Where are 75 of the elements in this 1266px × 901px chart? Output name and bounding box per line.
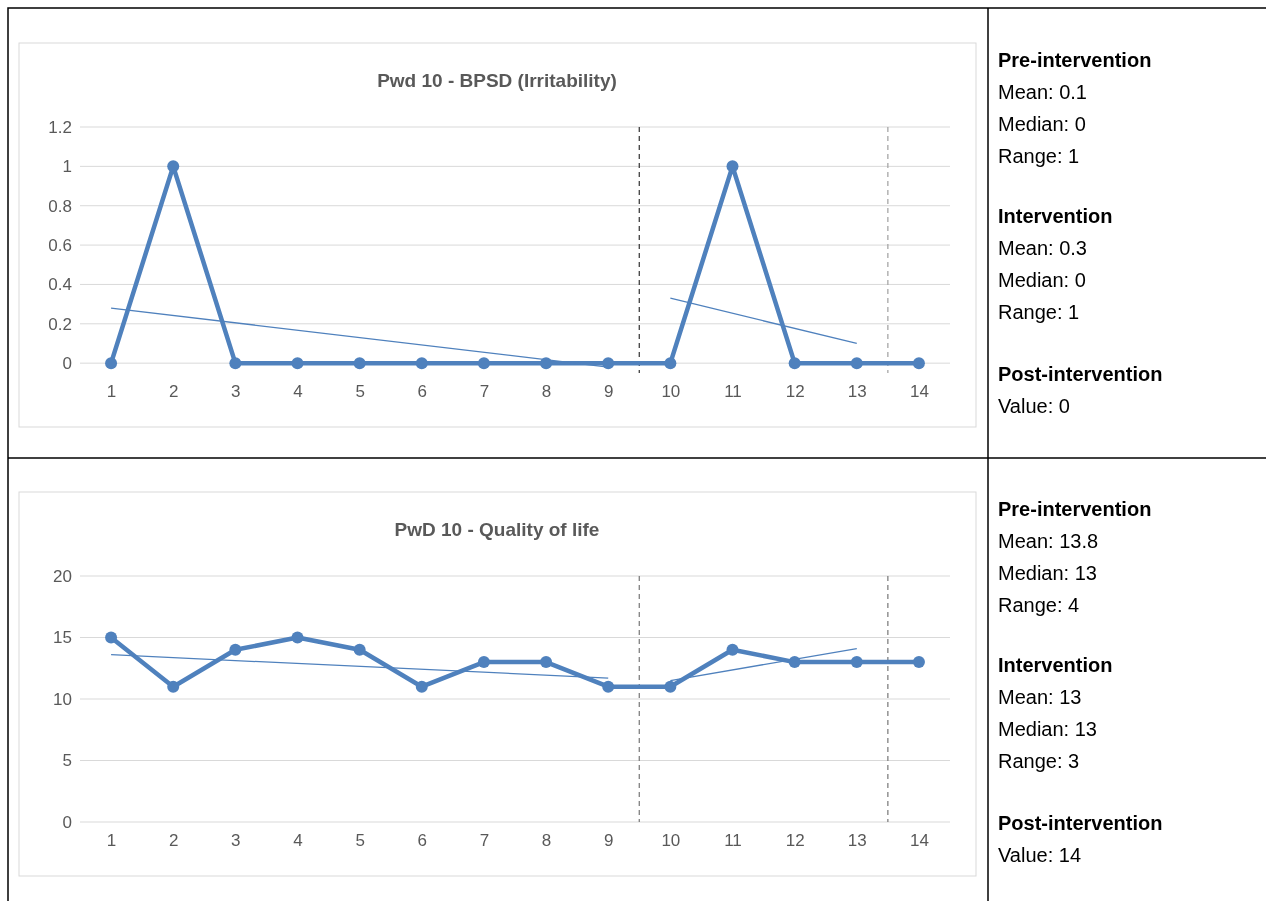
y-tick-label: 20 (53, 566, 72, 586)
x-tick-label: 12 (785, 382, 805, 402)
text: Median: 13 (998, 718, 1097, 740)
text: Post-intervention (998, 812, 1163, 834)
x-tick-label: 3 (231, 382, 241, 402)
text: Mean: 13 (998, 686, 1082, 708)
text: Median: 0 (998, 269, 1086, 291)
x-tick-label: 10 (661, 382, 681, 402)
x-tick-label: 10 (661, 831, 681, 851)
y-tick-label: 0.6 (48, 236, 72, 256)
point (105, 631, 118, 644)
x-tick-label: 14 (909, 382, 929, 402)
x-tick-label: 8 (541, 382, 552, 402)
x-tick-label: 5 (355, 382, 365, 402)
y-tick-label: 0.8 (48, 196, 72, 216)
text: Range: 1 (998, 301, 1080, 323)
x-tick-label: 9 (603, 831, 614, 851)
point (477, 656, 490, 669)
text: Intervention (998, 654, 1113, 676)
text: Mean: 13.8 (998, 530, 1099, 552)
point (602, 680, 615, 693)
y-tick-label: 0.2 (48, 314, 72, 334)
y-tick-label: 5 (62, 751, 72, 771)
text: Range: 1 (998, 145, 1080, 167)
y-tick-label: 10 (53, 689, 72, 709)
point (664, 680, 677, 693)
x-tick-label: 8 (541, 831, 552, 851)
y-tick-label: 0.4 (48, 275, 72, 295)
point (291, 631, 304, 644)
x-tick-label: 13 (847, 831, 867, 851)
x-tick-label: 1 (106, 382, 117, 402)
text: Value: 14 (998, 844, 1082, 866)
x-tick-label: 2 (168, 382, 179, 402)
text: Intervention (998, 205, 1113, 227)
chart-title: PwD 10 - Quality of life (394, 519, 600, 540)
x-tick-label: 9 (603, 382, 614, 402)
x-tick-label: 11 (724, 382, 742, 402)
x-tick-label: 1 (106, 831, 117, 851)
x-tick-label: 7 (479, 831, 490, 851)
text: Mean: 0.1 (998, 81, 1087, 103)
x-tick-label: 4 (293, 382, 303, 402)
text: Mean: 0.3 (998, 237, 1087, 259)
point (167, 680, 180, 693)
point (912, 656, 925, 669)
text: Value: 0 (998, 395, 1070, 417)
chart-title: Pwd 10 - BPSD (Irritability) (377, 70, 617, 91)
text: Median: 13 (998, 562, 1097, 584)
x-tick-label: 6 (417, 382, 428, 402)
point (726, 643, 739, 656)
x-tick-label: 13 (847, 382, 867, 402)
x-tick-label: 4 (293, 831, 303, 851)
x-tick-label: 5 (355, 831, 365, 851)
y-tick-label: 0 (62, 354, 72, 374)
point (415, 680, 428, 693)
point (229, 643, 242, 656)
text: Pre-intervention (998, 498, 1152, 520)
point (540, 656, 553, 669)
y-tick-label: 1.2 (48, 117, 72, 137)
y-tick-label: 15 (53, 628, 72, 648)
text: Post-intervention (998, 363, 1163, 385)
text: Range: 4 (998, 594, 1080, 616)
text: Range: 3 (998, 750, 1080, 772)
text: Pre-intervention (998, 49, 1152, 71)
point (850, 656, 863, 669)
x-tick-label: 3 (231, 831, 241, 851)
y-tick-label: 0 (62, 812, 72, 832)
x-tick-label: 2 (168, 831, 179, 851)
x-tick-label: 7 (479, 382, 490, 402)
text: Median: 0 (998, 113, 1086, 135)
x-tick-label: 6 (417, 831, 428, 851)
point (353, 643, 366, 656)
y-tick-label: 1 (62, 157, 72, 177)
x-tick-label: 14 (909, 831, 929, 851)
x-tick-label: 11 (724, 831, 742, 851)
x-tick-label: 12 (785, 831, 805, 851)
